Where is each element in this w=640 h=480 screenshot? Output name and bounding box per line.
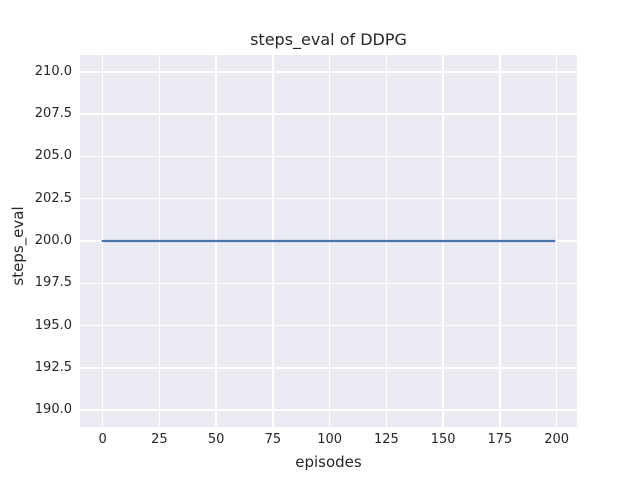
x-tick-label: 150 (430, 432, 456, 447)
x-tick-label: 50 (207, 432, 225, 447)
x-tick-label: 100 (317, 432, 343, 447)
horizontal-gridline (80, 367, 577, 369)
chart-title: steps_eval of DDPG (250, 30, 407, 49)
x-tick-label: 200 (544, 432, 570, 447)
horizontal-gridline (80, 155, 577, 158)
y-tick-label: 190.0 (34, 402, 72, 418)
x-tick-label: 25 (151, 432, 168, 447)
x-tick-label: 75 (264, 432, 282, 447)
x-axis-label: episodes (295, 453, 362, 471)
horizontal-gridline (80, 282, 577, 285)
x-tick-label: 175 (487, 432, 513, 447)
y-tick-label: 210.0 (34, 63, 72, 79)
y-tick-label: 192.5 (34, 359, 72, 375)
y-tick-label: 205.0 (34, 148, 72, 164)
y-tick-label: 207.5 (34, 106, 72, 122)
horizontal-gridline (80, 324, 577, 327)
plot-area (80, 55, 577, 427)
x-tick-label: 125 (373, 432, 399, 447)
y-tick-label: 197.5 (34, 275, 72, 291)
horizontal-gridline (80, 113, 577, 115)
y-tick-label: 195.0 (34, 317, 72, 333)
series-layer (101, 239, 556, 243)
y-tick-label: 200.0 (34, 233, 72, 248)
horizontal-gridline (80, 409, 577, 411)
y-tick-label: 202.5 (34, 190, 72, 206)
x-tick-label: 0 (98, 432, 107, 447)
horizontal-gridline (80, 71, 577, 73)
horizontal-gridline (80, 197, 577, 200)
